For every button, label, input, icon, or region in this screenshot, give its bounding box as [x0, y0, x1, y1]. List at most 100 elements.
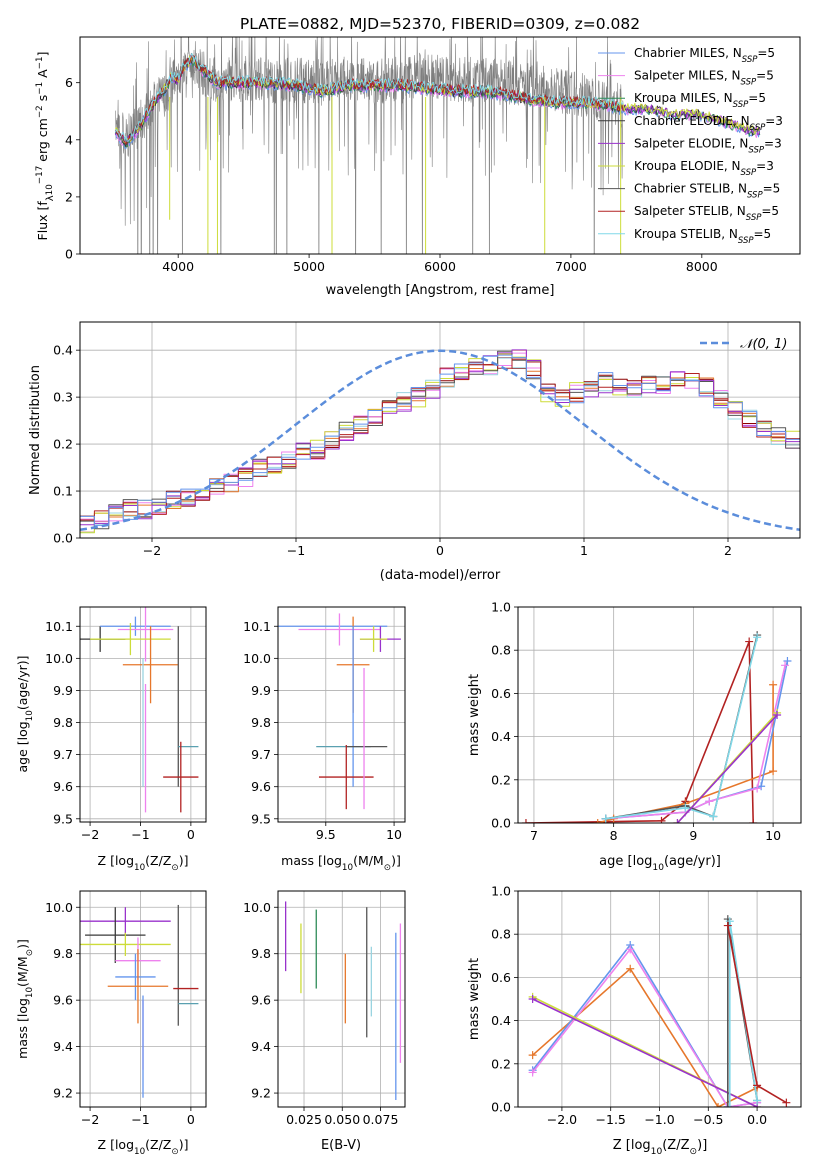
mass-weight-marker	[753, 633, 762, 642]
grid	[518, 606, 801, 824]
legend-label: Chabrier ELODIE, NSSP=3	[634, 114, 783, 133]
y-tick-label: 0.3	[53, 390, 73, 405]
legend-label-sub: SSP	[733, 100, 749, 110]
x-axis-label-part: age [log	[599, 854, 652, 869]
x-axis-label-part: (Z/Z	[145, 853, 171, 868]
x-axis-label-part: 10	[134, 863, 145, 873]
mass-weight-marker	[723, 921, 732, 930]
y-tick-label: 2	[65, 189, 73, 204]
axes-frame	[517, 890, 802, 1108]
legend-label: Salpeter ELODIE, NSSP=3	[634, 136, 782, 155]
x-axis-label-part: )]	[179, 853, 189, 868]
plot-area	[80, 349, 800, 538]
y-axis-label-part: A	[35, 69, 50, 82]
legend-label-part: Chabrier ELODIE, N	[634, 114, 750, 128]
mass-weight-marker	[673, 819, 682, 823]
mass-weight-marker	[528, 1068, 537, 1077]
mass-weight-marker	[521, 819, 530, 823]
mass-weight-marker	[782, 1098, 791, 1107]
x-tick-label: 6000	[424, 259, 456, 274]
legend-label-part: Salpeter STELIB, N	[634, 204, 746, 218]
y-tick-label: 10.0	[45, 900, 73, 915]
mass-weight-marker	[709, 812, 718, 821]
mass-weight-series	[605, 637, 758, 820]
y-tick-label: 0.2	[491, 1056, 511, 1071]
x-tick-label: −2	[143, 543, 161, 558]
axes-frame	[79, 890, 207, 1108]
x-axis-label: Z [log10(Z/Z⊙)]	[98, 853, 189, 873]
x-axis-label-part: )]	[179, 1137, 189, 1152]
observed-spectrum	[115, 37, 624, 254]
x-tick-label: 9.5	[316, 827, 336, 842]
y-tick-label: 9.4	[53, 1039, 73, 1054]
legend-label-part: =5	[756, 69, 774, 83]
y-tick-label: 9.9	[251, 683, 271, 698]
y-tick-label: 9.6	[251, 993, 271, 1008]
y-axis-label-part: −17	[35, 166, 45, 184]
x-tick-label: 10	[765, 828, 781, 843]
plot-area	[80, 904, 199, 1098]
axes-frame	[517, 606, 802, 824]
mass-weight-marker	[781, 661, 790, 670]
residual-histogram	[80, 357, 800, 538]
y-axis-label-part: s	[35, 95, 50, 106]
x-tick-label: −2.0	[547, 1112, 577, 1127]
y-tick-label: 0	[65, 247, 73, 262]
mass-weight-marker	[681, 803, 690, 812]
residual-histogram	[80, 357, 800, 538]
x-tick-label: 1	[580, 543, 588, 558]
mass-weight-series	[531, 948, 758, 1107]
axes-frame	[79, 36, 801, 255]
mass-weight-marker	[601, 814, 610, 823]
x-axis-label-part: 10	[652, 863, 664, 873]
x-tick-label: 7	[530, 828, 538, 843]
x-axis-label: age [log10(age/yr)]	[599, 854, 721, 873]
mass-weight-marker	[593, 819, 602, 823]
x-tick-label: 0	[187, 1112, 195, 1127]
mass-weight-marker	[753, 1081, 762, 1090]
plot-area	[80, 607, 199, 813]
y-axis-label-part: erg cm	[35, 118, 50, 166]
mass-weight-marker	[723, 1103, 732, 1107]
x-axis-label-part: 10	[134, 1147, 145, 1157]
y-axis-label-part: (M/M	[15, 956, 30, 987]
y-tick-label: 0.2	[491, 772, 511, 787]
mass-weight-series	[532, 967, 758, 1107]
model-series-line	[114, 52, 624, 142]
x-tick-label: 0.0	[747, 1112, 767, 1127]
mass-weight-marker	[769, 767, 778, 776]
x-tick-label: −0.5	[693, 1112, 723, 1127]
x-axis-label-part: 10	[342, 863, 353, 873]
chart-mass_vs_EBV: 0.025 0.050 0.075 9.2 9.4 9.6 9.8 10.0 E(B-V)	[243, 890, 406, 1153]
chart-massweight_vs_Z: −2.0 −1.5 −1.0 −0.5 0.0 0.0 0.2 0.4 0.6 0.8 1.0 Z […	[467, 884, 802, 1157]
y-tick-label: 0.8	[491, 927, 511, 942]
residual-histogram	[80, 349, 800, 538]
mass-weight-series	[676, 714, 778, 823]
x-tick-label: −1.5	[596, 1112, 626, 1127]
legend-label-part: Chabrier MILES, N	[634, 46, 742, 60]
y-axis-label-part: ]	[35, 52, 50, 57]
y-tick-label: 9.8	[53, 715, 73, 730]
plot-area	[528, 915, 791, 1107]
x-axis-label: Z [log10(Z/Z⊙)]	[613, 1138, 708, 1157]
x-tick-label: −1	[131, 1112, 149, 1127]
x-tick-label: 8	[610, 828, 618, 843]
mass-weight-marker	[626, 964, 635, 973]
chart-mass_vs_Z: −2 −1 09.29.49.69.810.0Z [log10(Z/Z⊙)]mass…	[15, 890, 207, 1157]
axes-frame	[277, 606, 406, 823]
mass-weight-series	[605, 665, 786, 820]
axes-frame	[277, 890, 406, 1108]
x-tick-label: 2	[724, 543, 732, 558]
x-axis-label-part: ⊙	[171, 1147, 178, 1157]
plot-area	[278, 613, 401, 810]
gaussian-curve	[80, 349, 800, 532]
legend-label-sub: SSP	[748, 145, 764, 155]
y-axis-label: age [log10(age/yr)]	[15, 655, 35, 772]
y-tick-label: 9.6	[53, 779, 73, 794]
mass-weight-marker	[753, 784, 762, 793]
x-tick-label: −1.0	[644, 1112, 674, 1127]
